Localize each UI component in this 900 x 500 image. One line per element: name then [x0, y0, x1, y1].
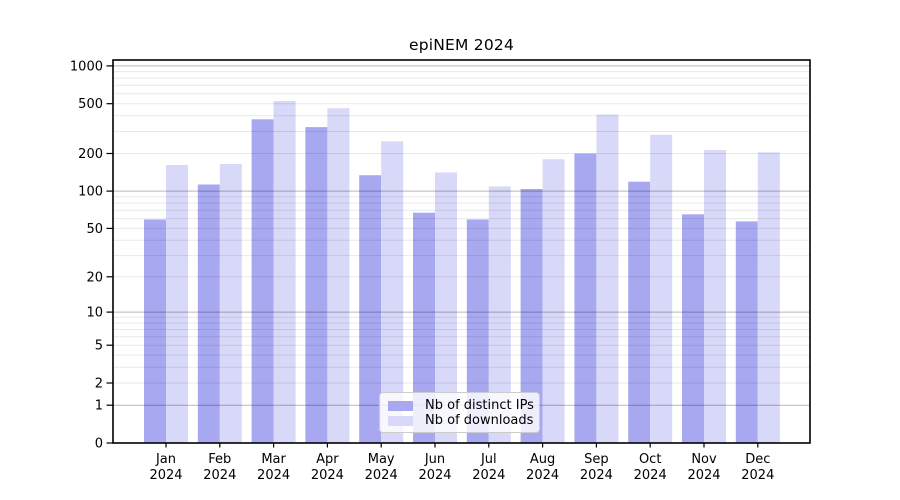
plot-border	[112, 59, 811, 444]
y-tick-label: 20	[86, 270, 103, 285]
x-tick-label-month: Jun	[424, 452, 445, 467]
x-tick-label-month: Feb	[208, 452, 231, 467]
y-tick-label: 1000	[70, 59, 103, 74]
bar-sep-distinct-ips	[574, 153, 597, 443]
x-tick-label-month: May	[368, 452, 395, 467]
bar-oct-downloads	[650, 134, 673, 444]
x-tick-label-month: Sep	[584, 452, 609, 467]
x-tick-label-year: 2024	[203, 468, 236, 483]
x-tick-label-month: Dec	[745, 452, 770, 467]
bar-feb-downloads	[219, 164, 242, 443]
bar-dec-downloads	[757, 152, 780, 443]
x-tick-label-year: 2024	[418, 468, 451, 483]
x-tick-label-month: Nov	[691, 452, 717, 467]
y-tick-label: 2	[95, 377, 103, 392]
legend-label-distinct-ips: Nb of distinct IPs	[425, 398, 534, 413]
x-tick-label-year: 2024	[634, 468, 667, 483]
x-tick-label-year: 2024	[365, 468, 398, 483]
bar-oct-distinct-ips	[628, 181, 651, 443]
y-tick-label: 200	[78, 147, 103, 162]
bar-mar-downloads	[273, 101, 296, 443]
y-tick-label: 0	[95, 437, 103, 452]
x-tick-label-year: 2024	[741, 468, 774, 483]
x-tick-label-month: Oct	[639, 452, 661, 467]
bar-mar-distinct-ips	[251, 119, 274, 444]
bar-jun-distinct-ips	[413, 212, 435, 443]
legend-item-distinct-ips: Nb of distinct IPs	[388, 398, 534, 413]
grid-layer	[113, 65, 810, 406]
x-tick-label-year: 2024	[687, 468, 720, 483]
bar-dec-distinct-ips	[735, 221, 758, 443]
bar-nov-distinct-ips	[682, 214, 704, 443]
bar-sep-downloads	[596, 114, 619, 443]
bar-may-distinct-ips	[359, 175, 382, 443]
bar-jun-downloads	[435, 172, 457, 443]
x-tick-label-year: 2024	[257, 468, 290, 483]
legend-item-downloads: Nb of downloads	[388, 413, 534, 428]
legend-swatch-distinct-ips-icon	[388, 400, 413, 411]
x-tick-label-month: Apr	[316, 452, 339, 467]
bar-aug-downloads	[542, 159, 565, 443]
y-tick-label: 500	[78, 97, 103, 112]
bar-jan-distinct-ips	[144, 219, 166, 443]
x-tick-label-year: 2024	[311, 468, 344, 483]
y-tick-label: 10	[86, 306, 103, 321]
legend-swatch-downloads-icon	[388, 415, 413, 426]
y-tick-label: 100	[78, 185, 103, 200]
x-tick-label-year: 2024	[149, 468, 182, 483]
bar-nov-downloads	[704, 150, 726, 443]
bar-apr-downloads	[327, 108, 350, 443]
legend-label-downloads: Nb of downloads	[425, 413, 534, 428]
x-tick-label-month: Jan	[155, 452, 176, 467]
x-tick-label-month: Aug	[530, 452, 555, 467]
bar-jul-downloads	[488, 186, 511, 443]
y-tick-label: 5	[95, 339, 103, 354]
bar-apr-distinct-ips	[305, 127, 328, 443]
bar-aug-distinct-ips	[520, 189, 543, 443]
legend: Nb of distinct IPs Nb of downloads	[379, 392, 540, 433]
bar-jul-distinct-ips	[466, 219, 489, 443]
x-tick-label-year: 2024	[580, 468, 613, 483]
x-axis: Jan2024Feb2024Mar2024Apr2024May2024Jun20…	[149, 443, 774, 483]
x-tick-label-year: 2024	[526, 468, 559, 483]
bar-feb-distinct-ips	[197, 184, 220, 443]
bar-may-downloads	[381, 141, 404, 443]
bars-layer	[144, 101, 780, 444]
chart-title: epiNEM 2024	[408, 36, 515, 54]
y-tick-label: 50	[86, 222, 103, 237]
bar-jan-downloads	[166, 165, 188, 443]
x-tick-label-month: Mar	[261, 452, 286, 467]
x-tick-label-month: Jul	[480, 452, 497, 467]
y-tick-label: 1	[95, 399, 103, 414]
x-tick-label-year: 2024	[472, 468, 505, 483]
